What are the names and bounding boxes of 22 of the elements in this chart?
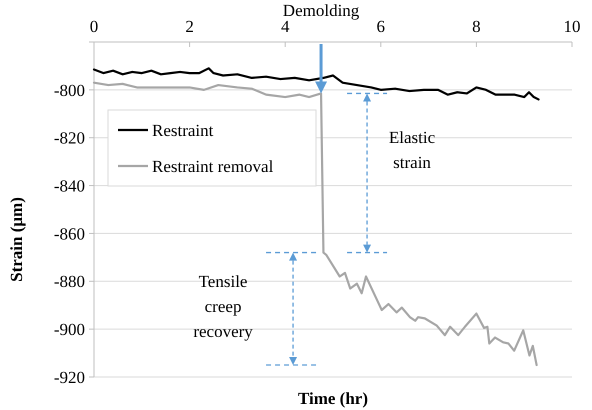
y-tick-label: -860	[54, 224, 85, 244]
legend-label: Restraint removal	[152, 156, 274, 176]
line-series	[92, 67, 540, 101]
y-tick-label: -880	[54, 272, 85, 292]
annotation: Tensile creep recovery	[193, 272, 254, 341]
y-tick-label: -800	[54, 80, 85, 100]
x-tick-label: 10	[564, 17, 580, 36]
y-tick-label: -920	[54, 368, 85, 387]
x-tick-label: 8	[472, 17, 481, 36]
x-tick-label: 4	[280, 17, 290, 36]
x-tick-label: 2	[185, 17, 194, 36]
line-series	[92, 82, 538, 366]
text: Demolding	[282, 1, 360, 20]
annotation: Elastic strain	[388, 128, 436, 172]
x-tick-label: 0	[90, 17, 98, 36]
y-tick-label: -840	[54, 176, 85, 196]
y-tick-label: -900	[54, 320, 85, 340]
x-tick-label: 6	[376, 17, 386, 36]
y-tick-label: -820	[54, 128, 85, 148]
x-axis-title: Time (hr)	[298, 389, 368, 408]
legend-label: Restraint	[152, 120, 214, 140]
y-axis-title: Strain (μm)	[7, 197, 26, 282]
